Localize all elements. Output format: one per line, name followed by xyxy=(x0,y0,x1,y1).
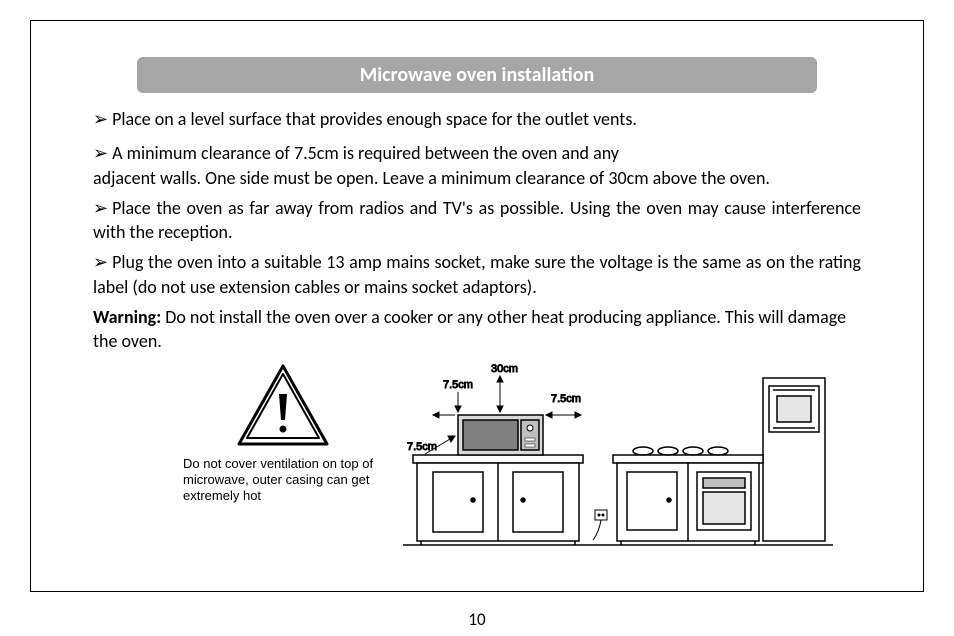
bullet-2a-text: A minimum clearance of 7.5cm is required… xyxy=(112,142,619,164)
figure-kitchen-clearance: 30cm 7.5cm 7.5cm xyxy=(403,360,861,566)
body-text: ➢Place on a level surface that provides … xyxy=(87,107,867,566)
warning-text: Do not install the oven over a cooker or… xyxy=(93,306,846,352)
page-frame: Microwave oven installation ➢Place on a … xyxy=(30,20,924,592)
warning-caption: Do not cover ventilation on top of micro… xyxy=(183,456,383,505)
bullet-icon: ➢ xyxy=(93,197,108,219)
section-title: Microwave oven installation xyxy=(360,63,595,87)
section-title-bar: Microwave oven installation xyxy=(137,57,817,93)
warning-triangle-icon xyxy=(233,360,333,450)
warning-line: Warning: Do not install the oven over a … xyxy=(93,305,861,354)
bullet-1: ➢Place on a level surface that provides … xyxy=(93,107,861,131)
bullet-2-cont: adjacent walls. One side must be open. L… xyxy=(93,166,861,190)
bullet-1-text: Place on a level surface that provides e… xyxy=(112,108,637,130)
bullet-4-text: Plug the oven into a suitable 13 amp mai… xyxy=(93,251,861,297)
bullet-icon: ➢ xyxy=(93,142,108,164)
figure-warning-triangle: Do not cover ventilation on top of micro… xyxy=(183,360,383,505)
clearance-left-label: 7.5cm xyxy=(443,379,473,391)
bullet-3-text: Place the oven as far away from radios a… xyxy=(93,197,861,243)
clearance-top-label: 30cm xyxy=(491,363,518,375)
bullet-2: ➢A minimum clearance of 7.5cm is require… xyxy=(93,141,861,165)
page-number: 10 xyxy=(0,609,954,630)
clearance-right-label: 7.5cm xyxy=(551,393,581,405)
bullet-3: ➢Place the oven as far away from radios … xyxy=(93,196,861,245)
warning-label: Warning: xyxy=(93,306,161,328)
bullet-icon: ➢ xyxy=(93,108,108,130)
bullet-icon: ➢ xyxy=(93,251,108,273)
kitchen-diagram-icon: 30cm 7.5cm 7.5cm xyxy=(403,360,833,560)
clearance-bottom-label: 7.5cm xyxy=(407,441,437,453)
bullet-4: ➢Plug the oven into a suitable 13 amp ma… xyxy=(93,250,861,299)
figures-row: Do not cover ventilation on top of micro… xyxy=(93,360,861,566)
